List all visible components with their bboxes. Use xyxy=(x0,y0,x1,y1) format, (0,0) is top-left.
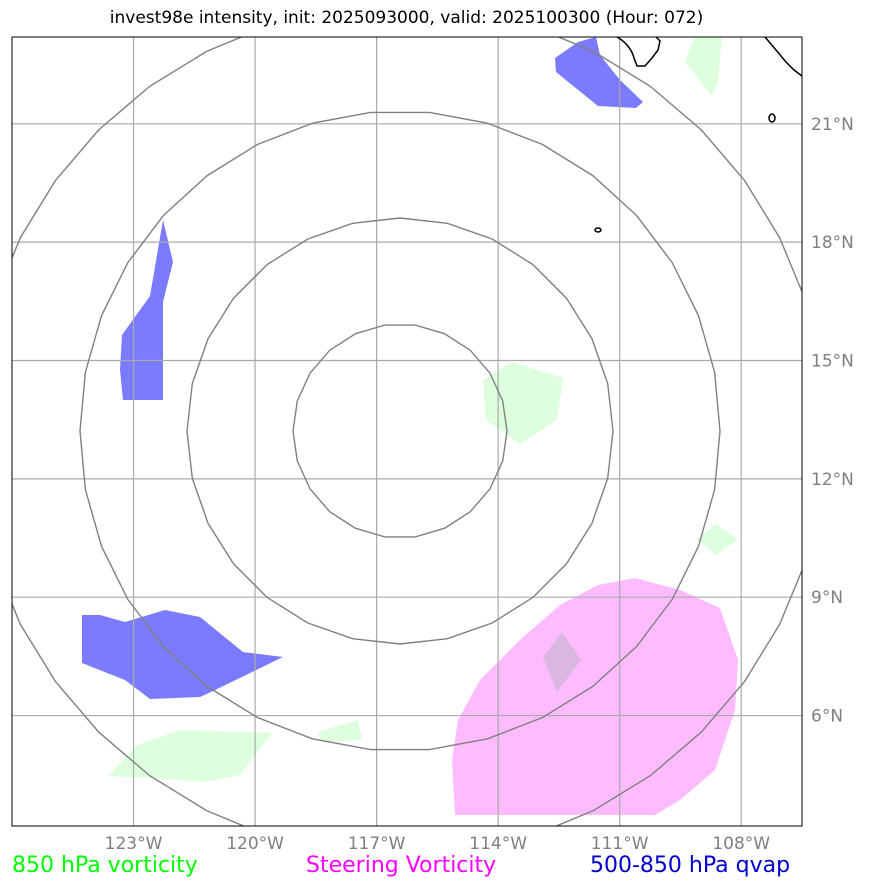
legend-steering-vorticity: Steering Vorticity xyxy=(306,853,497,878)
island-small xyxy=(768,113,776,123)
longitude-tick-label: 120°W xyxy=(226,834,284,854)
coastline xyxy=(616,37,661,67)
vorticity-region-bottom-mid xyxy=(318,720,362,742)
qvap-region-bottom-left xyxy=(82,610,283,699)
island-tiny xyxy=(594,227,602,233)
latitude-tick-label: 12°N xyxy=(811,470,854,490)
latitude-tick-label: 6°N xyxy=(811,707,843,727)
legend-850-vorticity: 850 hPa vorticity xyxy=(12,853,198,878)
longitude-tick-label: 114°W xyxy=(469,834,527,854)
gridlines xyxy=(12,37,802,826)
latitude-ticks: 21°N 18°N 15°N 12°N 9°N 6°N xyxy=(811,115,854,727)
vorticity-region-top-right xyxy=(685,37,722,96)
map-title: invest98e intensity, init: 2025093000, v… xyxy=(109,8,704,28)
range-ring xyxy=(79,111,721,751)
vorticity-region-bottom-left xyxy=(108,730,272,782)
latitude-tick-label: 21°N xyxy=(811,115,854,135)
latitude-tick-label: 9°N xyxy=(811,588,843,608)
range-ring xyxy=(292,324,508,538)
steering-vorticity-region xyxy=(452,578,738,815)
legend-qvap: 500-850 hPa qvap xyxy=(590,853,791,878)
longitude-tick-label: 108°W xyxy=(712,834,770,854)
range-ring xyxy=(186,217,614,645)
qvap-region-top xyxy=(555,37,643,108)
coastline-east xyxy=(764,37,802,77)
longitude-tick-label: 123°W xyxy=(105,834,163,854)
longitude-tick-label: 117°W xyxy=(348,834,406,854)
latitude-tick-label: 15°N xyxy=(811,351,854,371)
longitude-tick-label: 111°W xyxy=(591,834,649,854)
latitude-tick-label: 18°N xyxy=(811,233,854,253)
map-frame xyxy=(11,36,803,827)
vorticity-region-center xyxy=(483,362,563,444)
longitude-ticks: 123°W 120°W 117°W 114°W 111°W 108°W xyxy=(105,834,771,854)
range-rings xyxy=(12,37,802,826)
qvap-region-left xyxy=(120,220,173,400)
steering-overlap-region xyxy=(543,632,581,692)
range-ring xyxy=(12,37,802,826)
vorticity-region-right xyxy=(697,524,738,555)
